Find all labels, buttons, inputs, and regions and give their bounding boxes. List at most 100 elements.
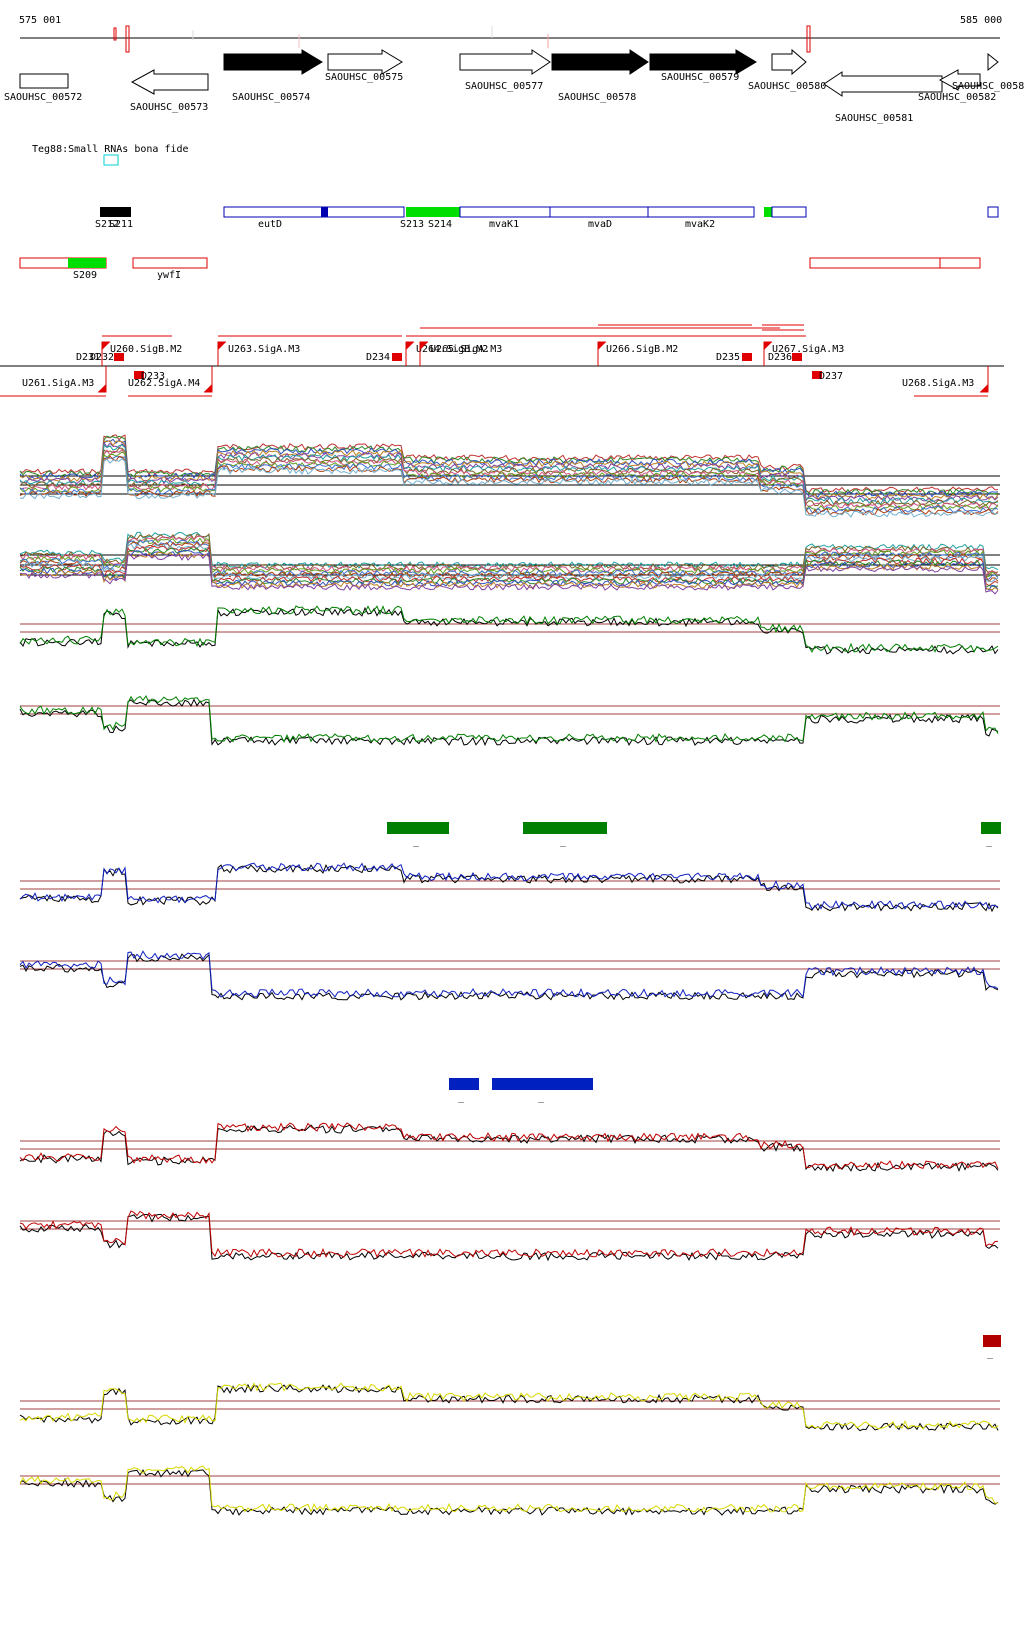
multi-condition-trace bbox=[19, 551, 999, 591]
svg-text:SAOUHSC_00572: SAOUHSC_00572 bbox=[4, 92, 82, 103]
profile-trace bbox=[19, 864, 999, 913]
svg-text:_: _ bbox=[560, 836, 567, 847]
feature-mvad[interactable] bbox=[549, 206, 649, 218]
profile-trace bbox=[19, 606, 999, 655]
svg-text:SAOUHSC_00580: SAOUHSC_00580 bbox=[748, 81, 826, 92]
svg-text:S214: S214 bbox=[428, 219, 452, 230]
feature-s209[interactable] bbox=[68, 258, 106, 268]
gene-saouhsc-0058[interactable]: SAOUHSC_0058 bbox=[952, 52, 1024, 92]
svg-text:SAOUHSC_00574: SAOUHSC_00574 bbox=[232, 92, 310, 103]
promoter-u263[interactable]: U263.SigA.M3 bbox=[217, 341, 300, 366]
profile-trace bbox=[19, 1210, 999, 1259]
annotation-track-blue: S212 S211 eutD S213 S214 mvaK1 mvaD mvaK… bbox=[95, 206, 999, 230]
svg-text:SAOUHSC_00577: SAOUHSC_00577 bbox=[465, 81, 543, 92]
svg-text:mvaK2: mvaK2 bbox=[685, 219, 715, 230]
feature-blue-edge[interactable] bbox=[987, 206, 999, 218]
gene-saouhsc-00577[interactable]: SAOUHSC_00577 bbox=[459, 49, 551, 92]
marker-d232[interactable] bbox=[114, 353, 124, 361]
expression-profiles bbox=[19, 434, 1000, 1516]
green-block[interactable] bbox=[523, 822, 607, 834]
marker-d235[interactable] bbox=[742, 353, 752, 361]
svg-text:eutD: eutD bbox=[258, 219, 282, 230]
svg-text:U267.SigA.M3: U267.SigA.M3 bbox=[772, 344, 844, 355]
svg-text:U260.SigB.M2: U260.SigB.M2 bbox=[110, 344, 182, 355]
blue-block[interactable] bbox=[492, 1078, 593, 1090]
feature-mvak1[interactable] bbox=[459, 206, 551, 218]
profile-trace bbox=[19, 1468, 999, 1516]
multi-condition-trace bbox=[19, 545, 999, 587]
gene-saouhsc-00575[interactable]: SAOUHSC_00575 bbox=[325, 49, 403, 83]
gene-saouhsc-00578[interactable]: SAOUHSC_00578 bbox=[551, 49, 649, 103]
green-block[interactable] bbox=[387, 822, 449, 834]
feature-red-right-b[interactable] bbox=[939, 257, 981, 269]
multi-condition-trace bbox=[20, 533, 999, 575]
gene-saouhsc-00574[interactable]: SAOUHSC_00574 bbox=[223, 49, 323, 103]
multi-condition-trace bbox=[19, 435, 999, 496]
profile-trace bbox=[19, 1465, 999, 1514]
promoter-u268[interactable]: U268.SigA.M3 bbox=[902, 366, 989, 393]
svg-text:_: _ bbox=[413, 836, 420, 847]
promoter-u260[interactable]: U260.SigB.M2 bbox=[101, 341, 182, 366]
marker-d236[interactable] bbox=[792, 353, 802, 361]
feature-green-small[interactable] bbox=[764, 207, 772, 217]
svg-text:U261.SigA.M3: U261.SigA.M3 bbox=[22, 378, 94, 389]
svg-text:D237: D237 bbox=[819, 371, 843, 382]
promoter-u265[interactable]: U265.SigA.M3 bbox=[419, 341, 502, 366]
svg-text:D234: D234 bbox=[366, 352, 390, 363]
promoter-u267[interactable]: U267.SigA.M3 bbox=[763, 341, 844, 366]
svg-text:D235: D235 bbox=[716, 352, 740, 363]
svg-text:SAOUHSC_00579: SAOUHSC_00579 bbox=[661, 72, 739, 83]
profile-trace bbox=[19, 950, 999, 999]
feature-s212[interactable] bbox=[100, 207, 131, 217]
multi-condition-trace bbox=[19, 547, 999, 589]
feature-s213[interactable] bbox=[406, 207, 460, 217]
multi-condition-trace bbox=[19, 451, 999, 512]
promoter-u264[interactable]: U264.SigB.M2 bbox=[405, 341, 488, 366]
svg-text:SAOUHSC_00582: SAOUHSC_00582 bbox=[918, 92, 996, 103]
svg-text:_: _ bbox=[458, 1092, 465, 1103]
feature-blue-small[interactable] bbox=[771, 206, 807, 218]
marker-d237[interactable] bbox=[812, 371, 822, 379]
feature-mvak2[interactable] bbox=[647, 206, 755, 218]
svg-text:_: _ bbox=[987, 1348, 994, 1359]
svg-text:ywfI: ywfI bbox=[157, 270, 181, 281]
gene-saouhsc-00572[interactable]: SAOUHSC_00572 bbox=[4, 73, 82, 103]
feature-red-right-a[interactable] bbox=[809, 257, 941, 269]
profile-trace bbox=[19, 698, 999, 747]
gene-saouhsc-00581[interactable]: SAOUHSC_00581 bbox=[823, 71, 943, 124]
marker-d233[interactable] bbox=[134, 371, 144, 379]
gene-saouhsc-00573[interactable]: SAOUHSC_00573 bbox=[130, 69, 209, 113]
small-rna-feature[interactable] bbox=[103, 154, 119, 166]
promoter-u261[interactable]: U261.SigA.M3 bbox=[22, 366, 107, 393]
profile-trace bbox=[19, 1213, 999, 1262]
svg-text:SAOUHSC_00581: SAOUHSC_00581 bbox=[835, 113, 913, 124]
feature-ywfi[interactable] bbox=[132, 257, 208, 269]
ruler-marker bbox=[113, 27, 117, 41]
multi-condition-trace bbox=[19, 458, 999, 518]
ruler-marker bbox=[125, 25, 130, 53]
multi-condition-trace bbox=[19, 448, 999, 509]
gene-track: SAOUHSC_00572 SAOUHSC_00573 SAOUHSC_0057… bbox=[4, 48, 1024, 124]
multi-condition-trace bbox=[19, 553, 999, 595]
gene-saouhsc-00580[interactable]: SAOUHSC_00580 bbox=[748, 48, 826, 92]
feature-eutd[interactable] bbox=[223, 206, 405, 218]
ruler-start-label: 575 001 bbox=[19, 15, 61, 26]
green-block[interactable] bbox=[981, 822, 1001, 834]
promoter-u262[interactable]: U262.SigA.M4 bbox=[128, 366, 213, 393]
marker-d234[interactable] bbox=[392, 353, 402, 361]
promoter-u266[interactable]: U266.SigB.M2 bbox=[597, 341, 678, 366]
gene-saouhsc-00579[interactable]: SAOUHSC_00579 bbox=[649, 49, 757, 83]
profile-trace bbox=[19, 1124, 999, 1173]
profile-trace bbox=[19, 694, 999, 743]
svg-text:U264.SigB.M2: U264.SigB.M2 bbox=[416, 344, 488, 355]
profile-trace bbox=[19, 953, 999, 1001]
profile-trace bbox=[19, 862, 999, 910]
blue-block[interactable] bbox=[449, 1078, 479, 1090]
profile-trace bbox=[19, 1383, 999, 1432]
coordinate-ruler: 575 001 585 000 bbox=[19, 15, 1002, 53]
gene-saouhsc-00582[interactable]: SAOUHSC_00582 bbox=[918, 69, 996, 103]
multi-condition-trace bbox=[19, 447, 999, 507]
red-block[interactable] bbox=[983, 1335, 1001, 1347]
promoter-track: U260.SigB.M2 D231 D232 D233 U263.SigA.M3… bbox=[0, 324, 1004, 397]
